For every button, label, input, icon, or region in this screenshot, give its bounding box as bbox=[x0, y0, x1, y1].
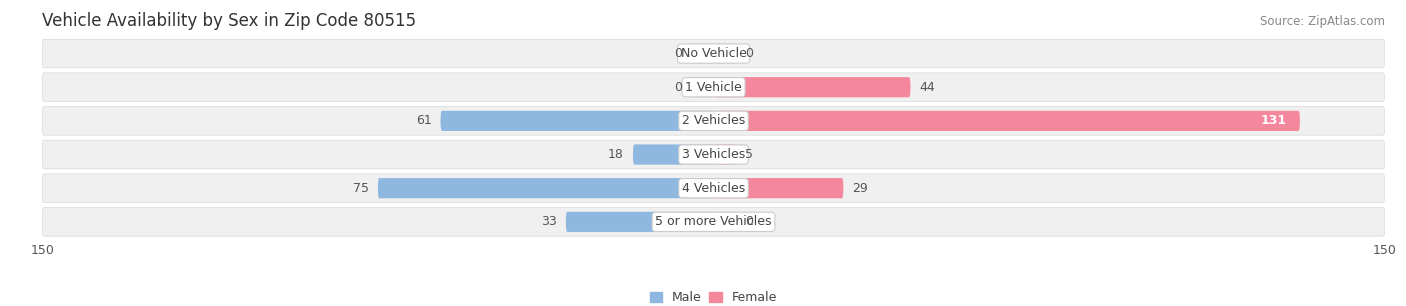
FancyBboxPatch shape bbox=[713, 212, 735, 232]
Text: 0: 0 bbox=[675, 81, 682, 94]
FancyBboxPatch shape bbox=[565, 212, 713, 232]
FancyBboxPatch shape bbox=[633, 144, 713, 165]
Text: 0: 0 bbox=[675, 47, 682, 60]
Text: 2 Vehicles: 2 Vehicles bbox=[682, 114, 745, 127]
FancyBboxPatch shape bbox=[42, 140, 1385, 169]
Text: 3 Vehicles: 3 Vehicles bbox=[682, 148, 745, 161]
FancyBboxPatch shape bbox=[440, 111, 713, 131]
Text: 1 Vehicle: 1 Vehicle bbox=[685, 81, 742, 94]
Text: 18: 18 bbox=[609, 148, 624, 161]
Text: 33: 33 bbox=[541, 215, 557, 228]
Text: 61: 61 bbox=[416, 114, 432, 127]
Text: 4 Vehicles: 4 Vehicles bbox=[682, 182, 745, 195]
Text: 44: 44 bbox=[920, 81, 935, 94]
Text: 0: 0 bbox=[745, 47, 752, 60]
Text: 29: 29 bbox=[852, 182, 868, 195]
FancyBboxPatch shape bbox=[42, 39, 1385, 68]
Text: 5 or more Vehicles: 5 or more Vehicles bbox=[655, 215, 772, 228]
FancyBboxPatch shape bbox=[713, 77, 911, 97]
FancyBboxPatch shape bbox=[42, 106, 1385, 135]
Text: 75: 75 bbox=[353, 182, 368, 195]
FancyBboxPatch shape bbox=[713, 178, 844, 198]
FancyBboxPatch shape bbox=[713, 43, 735, 64]
Text: Source: ZipAtlas.com: Source: ZipAtlas.com bbox=[1260, 15, 1385, 28]
Legend: Male, Female: Male, Female bbox=[645, 286, 782, 306]
FancyBboxPatch shape bbox=[713, 111, 1301, 131]
Text: 131: 131 bbox=[1260, 114, 1286, 127]
FancyBboxPatch shape bbox=[42, 73, 1385, 102]
Text: 0: 0 bbox=[745, 215, 752, 228]
FancyBboxPatch shape bbox=[42, 207, 1385, 236]
FancyBboxPatch shape bbox=[692, 77, 713, 97]
Text: 5: 5 bbox=[745, 148, 752, 161]
FancyBboxPatch shape bbox=[713, 144, 735, 165]
Text: No Vehicle: No Vehicle bbox=[681, 47, 747, 60]
Text: Vehicle Availability by Sex in Zip Code 80515: Vehicle Availability by Sex in Zip Code … bbox=[42, 12, 416, 30]
FancyBboxPatch shape bbox=[692, 43, 713, 64]
FancyBboxPatch shape bbox=[42, 174, 1385, 203]
FancyBboxPatch shape bbox=[378, 178, 713, 198]
